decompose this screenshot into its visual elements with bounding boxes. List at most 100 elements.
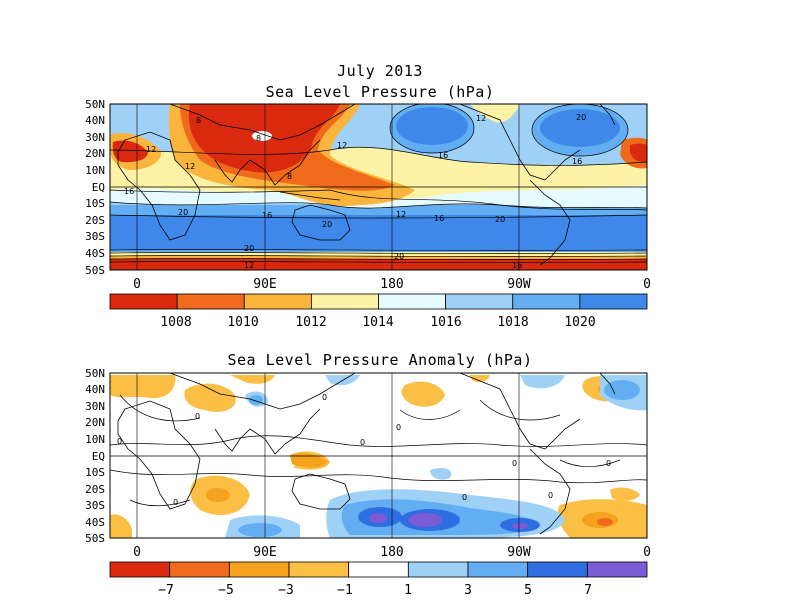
contour-label: 8 — [287, 172, 292, 181]
colorbar-swatch — [176, 293, 245, 310]
colorbar-swatch — [579, 293, 648, 310]
contour-label: 0 — [548, 491, 553, 500]
lat-label: 40N — [85, 383, 105, 396]
top-lon-labels: 0 90E 180 90W 0 — [133, 277, 651, 292]
colorbar-swatch — [228, 561, 290, 578]
contour-label: 0 — [322, 393, 327, 402]
contour-label: 0 — [117, 437, 122, 446]
top-title-line1: July 2013 — [337, 62, 423, 80]
colorbar-swatch — [109, 293, 178, 310]
contour-label: 0 — [606, 459, 611, 468]
colorbar-swatch — [169, 561, 230, 578]
lat-label: 20S — [85, 483, 105, 496]
colorbar-label: 1008 — [160, 315, 191, 330]
colorbar-swatch — [467, 561, 529, 578]
lat-label: 40S — [85, 516, 105, 529]
lat-label: 50N — [85, 367, 105, 380]
lon-label: 90W — [507, 545, 531, 560]
colorbar-label: −3 — [278, 583, 294, 598]
bottom-lon-labels: 0 90E 180 90W 0 — [133, 545, 651, 560]
lat-label: 10N — [85, 433, 105, 446]
colorbar-swatch — [512, 293, 581, 310]
colorbar-label: −5 — [218, 583, 234, 598]
contour-label: 20 — [244, 244, 254, 253]
lat-label: 10S — [85, 466, 105, 479]
lat-label: 50S — [85, 264, 105, 277]
lat-label: 40S — [85, 247, 105, 260]
colorbar-label: 1016 — [430, 315, 461, 330]
colorbar-swatch — [378, 293, 447, 310]
colorbar-label: 5 — [524, 583, 532, 598]
contour-label: 16 — [438, 151, 448, 160]
contour-label: 16 — [434, 214, 444, 223]
contour-label: 0 — [396, 423, 401, 432]
lat-label: 30N — [85, 131, 105, 144]
colorbar-swatch — [586, 561, 648, 578]
colorbar-swatch — [445, 293, 514, 310]
top-colorbar: 1008 1010 1012 1014 1016 1018 1020 — [109, 293, 648, 330]
lat-label: 10S — [85, 197, 105, 210]
lon-label: 90E — [253, 277, 276, 292]
colorbar-swatch — [109, 561, 171, 578]
lat-label: EQ — [92, 181, 105, 194]
contour-label: 16 — [572, 157, 582, 166]
colorbar-label: 3 — [464, 583, 472, 598]
colorbar-swatch — [407, 561, 469, 578]
contour-label: 20 — [322, 220, 332, 229]
bottom-contour-labels: 0 0 0 0 0 0 0 0 0 0 — [117, 393, 611, 507]
lat-label: 30S — [85, 499, 105, 512]
contour-label: 0 — [173, 498, 178, 507]
lat-label: 20N — [85, 147, 105, 160]
contour-label: 0 — [512, 459, 517, 468]
lon-label: 0 — [643, 277, 651, 292]
lon-label: 0 — [133, 277, 141, 292]
colorbar-swatch — [288, 561, 350, 578]
lat-label: 10N — [85, 164, 105, 177]
contour-label: 0 — [195, 412, 200, 421]
colorbar-label: 1020 — [564, 315, 595, 330]
colorbar-swatch — [243, 293, 312, 310]
colorbar-swatch — [348, 561, 409, 578]
lon-label: 90E — [253, 545, 276, 560]
lat-label: 30N — [85, 400, 105, 413]
contour-label: 12 — [337, 141, 347, 150]
top-map: 8 8 8 12 12 12 12 12 12 16 16 16 16 16 1… — [85, 98, 651, 292]
contour-label: 16 — [262, 211, 272, 220]
contour-label: 0 — [462, 493, 467, 502]
lon-label: 0 — [133, 545, 141, 560]
contour-label: 20 — [495, 215, 505, 224]
colorbar-label: 1 — [404, 583, 412, 598]
colorbar-swatch — [310, 293, 379, 310]
lat-label: 40N — [85, 114, 105, 127]
contour-label: 0 — [360, 438, 365, 447]
contour-label: 20 — [178, 208, 188, 217]
lat-label: 20N — [85, 416, 105, 429]
bottom-title: Sea Level Pressure Anomaly (hPa) — [227, 351, 533, 369]
contour-label: 12 — [185, 162, 195, 171]
contour-label: 8 — [196, 116, 201, 125]
contour-label: 20 — [394, 252, 404, 261]
top-contour-labels: 8 8 8 12 12 12 12 12 12 16 16 16 16 16 1… — [124, 113, 586, 270]
colorbar-label: 7 — [584, 583, 592, 598]
lat-label: 20S — [85, 214, 105, 227]
colorbar-label: 1012 — [295, 315, 326, 330]
contour-label: 12 — [396, 210, 406, 219]
contour-label: 12 — [244, 261, 254, 270]
lat-label: 50N — [85, 98, 105, 111]
contour-label: 16 — [512, 261, 522, 270]
contour-label: 16 — [124, 187, 134, 196]
colorbar-label: −1 — [337, 583, 353, 598]
contour-label: 12 — [476, 114, 486, 123]
bottom-colorbar: −7 −5 −3 −1 1 3 5 7 — [109, 561, 648, 598]
contour-label: 8 — [256, 134, 261, 143]
colorbar-label: −7 — [158, 583, 174, 598]
bottom-lat-labels: 50N 40N 30N 20N 10N EQ 10S 20S 30S 40S 5… — [85, 367, 105, 545]
top-title-line2: Sea Level Pressure (hPa) — [265, 83, 495, 101]
lat-label: 30S — [85, 230, 105, 243]
colorbar-swatch — [527, 561, 588, 578]
lon-label: 180 — [380, 545, 403, 560]
colorbar-label: 1010 — [227, 315, 258, 330]
lon-label: 0 — [643, 545, 651, 560]
lon-label: 90W — [507, 277, 531, 292]
